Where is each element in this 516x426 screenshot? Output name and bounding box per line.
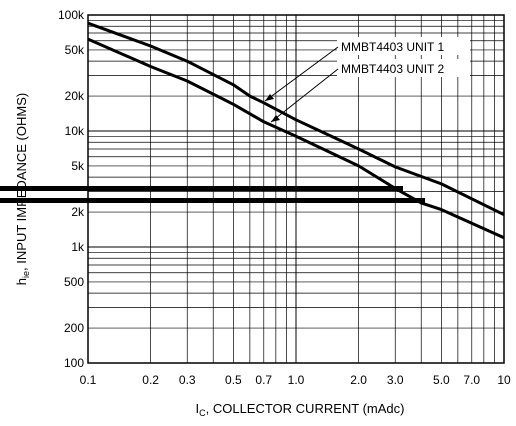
legend-label-unit-2: MMBT4403 UNIT 2 bbox=[341, 62, 444, 76]
x-tick-label: 0.5 bbox=[225, 373, 242, 387]
overlay-bar-lower bbox=[0, 198, 425, 203]
legend-arrowhead-unit-2 bbox=[271, 115, 280, 122]
series-lines bbox=[87, 21, 505, 240]
legend-pointer-unit-1 bbox=[264, 46, 339, 102]
legend-pointer-unit-2 bbox=[270, 68, 339, 123]
x-axis-label: IC, COLLECTOR CURRENT (mAdc) bbox=[195, 401, 404, 418]
legend-arrowhead-unit-1 bbox=[265, 94, 274, 101]
y-tick-label: 2k bbox=[71, 205, 85, 219]
y-tick-label: 100 bbox=[64, 356, 84, 370]
x-tick-label: 0.1 bbox=[80, 373, 97, 387]
y-tick-label: 100k bbox=[58, 8, 85, 22]
legend: MMBT4403 UNIT 1 MMBT4403 UNIT 2 bbox=[264, 37, 470, 123]
y-tick-label: 500 bbox=[64, 275, 84, 289]
x-tick-label: 2.0 bbox=[350, 373, 367, 387]
legend-label-unit-1: MMBT4403 UNIT 1 bbox=[341, 40, 444, 54]
y-tick-label: 200 bbox=[64, 321, 84, 335]
legend-box-1 bbox=[337, 37, 470, 55]
x-tick-label: 0.3 bbox=[179, 373, 196, 387]
y-tick-label: 50k bbox=[65, 43, 85, 57]
y-tick-label: 20k bbox=[65, 89, 85, 103]
x-tick-label: 7.0 bbox=[463, 373, 480, 387]
y-tick-label: 10k bbox=[65, 124, 85, 138]
overlay-bar-upper bbox=[0, 186, 403, 191]
legend-box-2 bbox=[337, 59, 470, 77]
x-tick-label: 10 bbox=[497, 373, 511, 387]
x-tick-label: 0.7 bbox=[255, 373, 272, 387]
x-tick-label: 3.0 bbox=[387, 373, 404, 387]
series-line-unit-1 bbox=[87, 21, 505, 217]
y-axis-label: hie, INPUT IMPEDANCE (OHMS) bbox=[14, 93, 31, 285]
y-tick-label: 1k bbox=[71, 240, 85, 254]
y-tick-label: 5k bbox=[71, 159, 85, 173]
series-line-unit-2 bbox=[87, 37, 505, 240]
y-tick-labels: 100 200 500 1k 2k 5k 10k 20k 50k 100k bbox=[58, 8, 85, 370]
x-tick-label: 5.0 bbox=[433, 373, 450, 387]
x-tick-label: 0.2 bbox=[142, 373, 159, 387]
x-tick-labels: 0.1 0.2 0.3 0.5 0.7 1.0 2.0 3.0 5.0 7.0 10 bbox=[80, 373, 511, 387]
x-tick-label: 1.0 bbox=[288, 373, 305, 387]
